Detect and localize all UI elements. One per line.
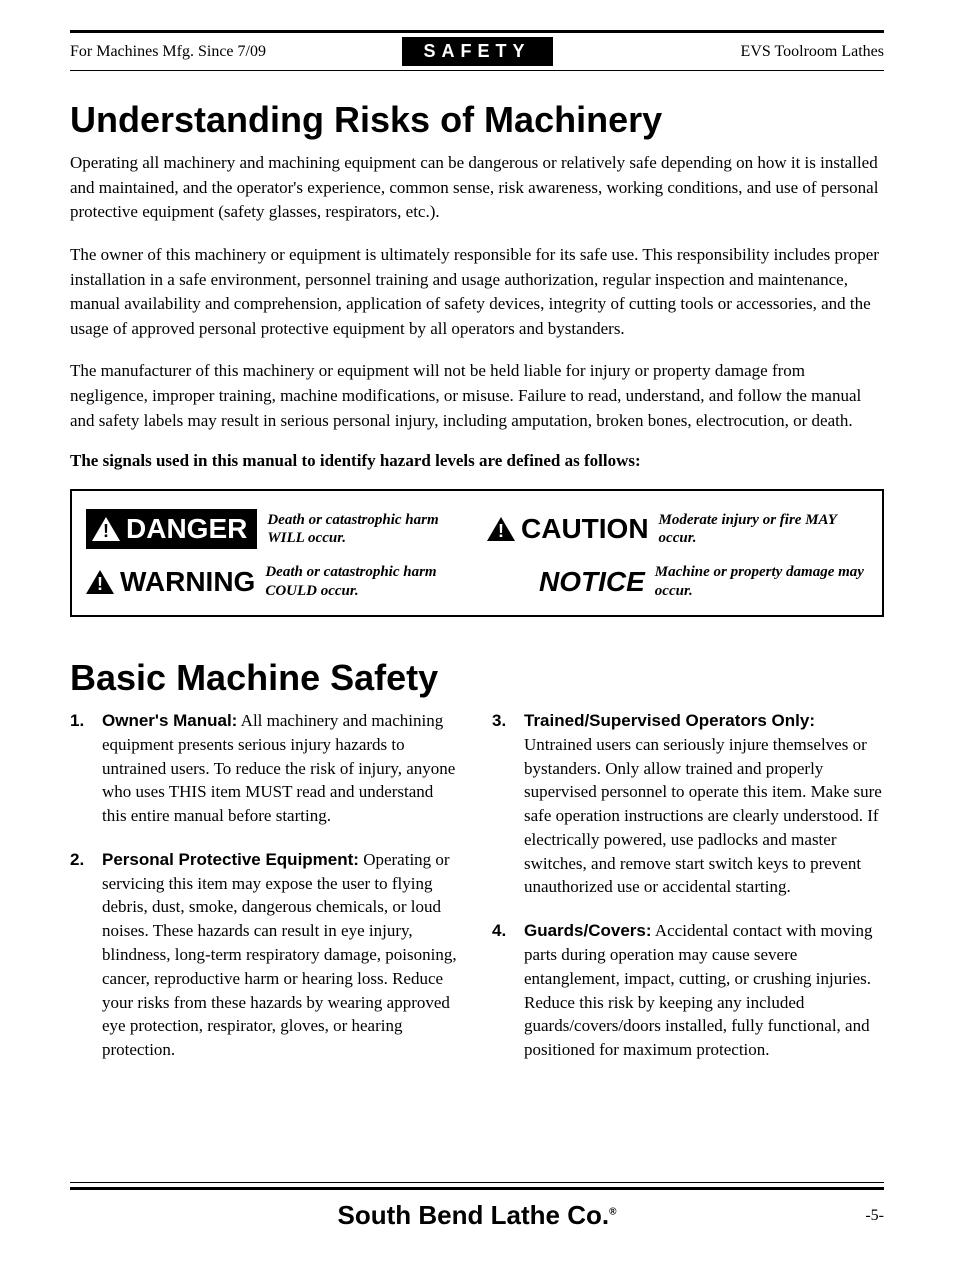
footer-rule-thin xyxy=(70,1182,884,1183)
hazard-caution: ! CAUTION Moderate injury or fire MAY oc… xyxy=(487,509,868,549)
alert-triangle-icon: ! xyxy=(86,570,114,594)
safety-item-3: 3. Trained/Supervised Operators Only: Un… xyxy=(492,709,884,899)
hazard-caution-label: CAUTION xyxy=(521,513,649,545)
safety-col-left: 1. Owner's Manual: All machinery and mac… xyxy=(70,709,462,1082)
signals-intro: The signals used in this manual to ident… xyxy=(70,451,884,471)
safety-item-num: 2. xyxy=(70,848,92,1062)
header-left-text: For Machines Mfg. Since 7/09 xyxy=(70,43,402,61)
safety-item-title: Trained/Supervised Operators Only: xyxy=(524,711,815,730)
hazard-notice-desc: Machine or property damage may occur. xyxy=(655,563,868,601)
hazard-warning: ! WARNING Death or catastrophic harm COU… xyxy=(86,563,467,601)
hazard-caution-desc: Moderate injury or fire MAY occur. xyxy=(659,511,868,549)
safety-columns: 1. Owner's Manual: All machinery and mac… xyxy=(70,709,884,1082)
hazard-level-box: ! DANGER Death or catastrophic harm WILL… xyxy=(70,489,884,617)
footer-brand: South Bend Lathe Co.® xyxy=(338,1200,617,1231)
safety-item-body: Operating or servicing this item may exp… xyxy=(102,850,457,1059)
hazard-notice: NOTICE Machine or property damage may oc… xyxy=(487,563,868,601)
section-1-title: Understanding Risks of Machinery xyxy=(70,99,884,141)
safety-item-1: 1. Owner's Manual: All machinery and mac… xyxy=(70,709,462,828)
safety-item-body: Accidental contact with moving parts dur… xyxy=(524,921,873,1059)
header-top-rule xyxy=(70,30,884,33)
alert-triangle-icon: ! xyxy=(487,517,515,541)
safety-item-2: 2. Personal Protective Equipment: Operat… xyxy=(70,848,462,1062)
safety-item-title: Guards/Covers: xyxy=(524,921,652,940)
hazard-warning-desc: Death or catastrophic harm COULD occur. xyxy=(265,563,467,601)
section-1-p1: Operating all machinery and machining eq… xyxy=(70,151,884,225)
safety-item-num: 3. xyxy=(492,709,514,899)
hazard-danger-desc: Death or catastrophic harm WILL occur. xyxy=(267,511,467,549)
safety-item-num: 4. xyxy=(492,919,514,1062)
hazard-notice-label: NOTICE xyxy=(539,566,645,598)
footer-rule-thick xyxy=(70,1187,884,1190)
page-footer: South Bend Lathe Co.® -5- xyxy=(70,1200,884,1251)
safety-item-title: Owner's Manual: xyxy=(102,711,237,730)
header-bottom-rule xyxy=(70,70,884,71)
page-header: For Machines Mfg. Since 7/09 SAFETY EVS … xyxy=(70,37,884,66)
footer-page-number: -5- xyxy=(865,1207,884,1225)
safety-col-right: 3. Trained/Supervised Operators Only: Un… xyxy=(492,709,884,1082)
header-right-text: EVS Toolroom Lathes xyxy=(553,43,885,61)
section-2-title: Basic Machine Safety xyxy=(70,657,884,699)
safety-item-4: 4. Guards/Covers: Accidental contact wit… xyxy=(492,919,884,1062)
header-badge: SAFETY xyxy=(402,37,553,66)
section-1-p2: The owner of this machinery or equipment… xyxy=(70,243,884,342)
hazard-warning-label: WARNING xyxy=(120,566,255,598)
hazard-danger: ! DANGER Death or catastrophic harm WILL… xyxy=(86,509,467,549)
section-1-p3: The manufacturer of this machinery or eq… xyxy=(70,359,884,433)
safety-item-body: Untrained users can seriously injure the… xyxy=(524,735,882,897)
safety-item-title: Personal Protective Equipment: xyxy=(102,850,359,869)
safety-item-num: 1. xyxy=(70,709,92,828)
hazard-danger-label: DANGER xyxy=(126,513,247,545)
alert-triangle-icon: ! xyxy=(92,517,120,541)
